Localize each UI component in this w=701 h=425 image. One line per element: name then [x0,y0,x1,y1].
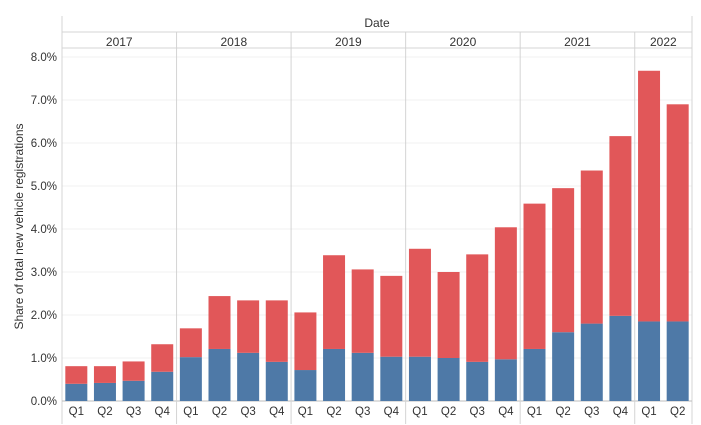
year-label-2021: 2021 [564,35,591,49]
bar-segment-blue [122,380,145,401]
y-tick-label: 8.0% [31,52,57,64]
quarter-label: Q1 [69,406,84,418]
bar-segment-blue [523,348,546,401]
bar-segment-red [638,70,661,322]
bars [65,70,689,401]
bar-segment-blue [466,361,489,401]
bar-segment-blue [609,315,632,401]
bar-segment-blue [151,371,174,401]
bar-segment-red [93,366,116,383]
quarter-label: Q1 [527,406,542,418]
bar-segment-red [208,296,231,349]
bar-segment-blue [179,357,202,401]
bar-segment-blue [437,358,460,401]
bar-segment-red [265,300,288,362]
quarter-label: Q2 [97,406,112,418]
y-tick-label: 4.0% [31,224,57,236]
y-tick-label: 5.0% [31,181,57,193]
quarter-label: Q1 [641,406,656,418]
y-tick-label: 7.0% [31,95,57,107]
bar-segment-red [609,136,632,316]
quarter-label: Q1 [183,406,198,418]
quarter-label: Q1 [412,406,427,418]
bar-segment-red [466,254,489,362]
bar-segment-blue [208,348,231,401]
gridlines [62,56,692,359]
bar-segment-blue [265,361,288,401]
quarter-label: Q4 [384,406,400,418]
bar-segment-red [65,366,88,384]
quarter-labels: Q1 Q2 Q3 Q4 Q1 Q2 Q3 Q4 Q1 Q2 Q3 Q4 Q1 Q2 Q3 Q4 Q1 Q2 Q3 Q4… [69,406,686,418]
bar-segment-red [294,312,317,371]
quarter-label: Q2 [555,406,570,418]
bar-segment-blue [380,356,403,401]
y-tick-label: 0.0% [31,396,57,408]
bar-segment-red [408,248,431,357]
bar-segment-red [666,104,689,322]
bar-segment-blue [351,352,374,401]
quarter-label: Q2 [326,406,341,418]
bar-segment-red [351,269,374,353]
bar-segment-blue [237,352,260,401]
bar-segment-blue [494,359,517,401]
quarter-label: Q4 [498,406,514,418]
bar-segment-red [323,255,346,349]
quarter-label: Q3 [470,406,485,418]
quarter-label: Q1 [298,406,313,418]
y-tick-label: 6.0% [31,138,57,150]
y-axis: 0.0% 1.0% 2.0% 3.0% 4.0% 5.0% 6.0% 7.0% 8.0% [31,52,57,408]
bar-segment-blue [323,348,346,401]
year-label-2022: 2022 [650,35,677,49]
bar-segment-red [380,275,403,357]
quarter-label: Q3 [126,406,141,418]
y-tick-label: 3.0% [31,267,57,279]
year-label-2017: 2017 [106,35,133,49]
quarter-label: Q3 [355,406,370,418]
quarter-label: Q2 [212,406,227,418]
bar-segment-blue [666,321,689,401]
y-axis-label: Share of total new vehicle registrations [12,123,26,329]
bar-segment-blue [294,370,317,401]
bar-segment-red [552,188,575,333]
year-label-2018: 2018 [220,35,247,49]
bar-segment-red [237,300,260,353]
bar-segment-red [580,170,603,324]
year-label-2020: 2020 [450,35,477,49]
column-header-date: Date [364,16,390,30]
bar-segment-red [523,203,546,349]
year-headers: 2017 2018 2019 2020 2021 2022 [106,35,677,49]
bar-segment-red [122,361,145,381]
quarter-label: Q3 [240,406,255,418]
quarter-label: Q4 [155,406,171,418]
bar-segment-blue [638,321,661,401]
y-tick-label: 1.0% [31,353,57,365]
bar-segment-red [179,328,202,358]
bar-segment-blue [93,382,116,401]
bar-segment-blue [580,323,603,401]
bar-segment-red [494,227,517,360]
bar-segment-blue [408,356,431,401]
quarter-label: Q4 [269,406,285,418]
year-label-2019: 2019 [335,35,362,49]
quarter-label: Q2 [441,406,456,418]
quarter-label: Q2 [670,406,685,418]
bar-segment-red [151,344,174,372]
bar-segment-red [437,272,460,358]
y-tick-label: 2.0% [31,310,57,322]
quarter-label: Q4 [613,406,629,418]
bar-segment-blue [65,383,88,401]
bar-segment-blue [552,332,575,401]
quarter-label: Q3 [584,406,599,418]
